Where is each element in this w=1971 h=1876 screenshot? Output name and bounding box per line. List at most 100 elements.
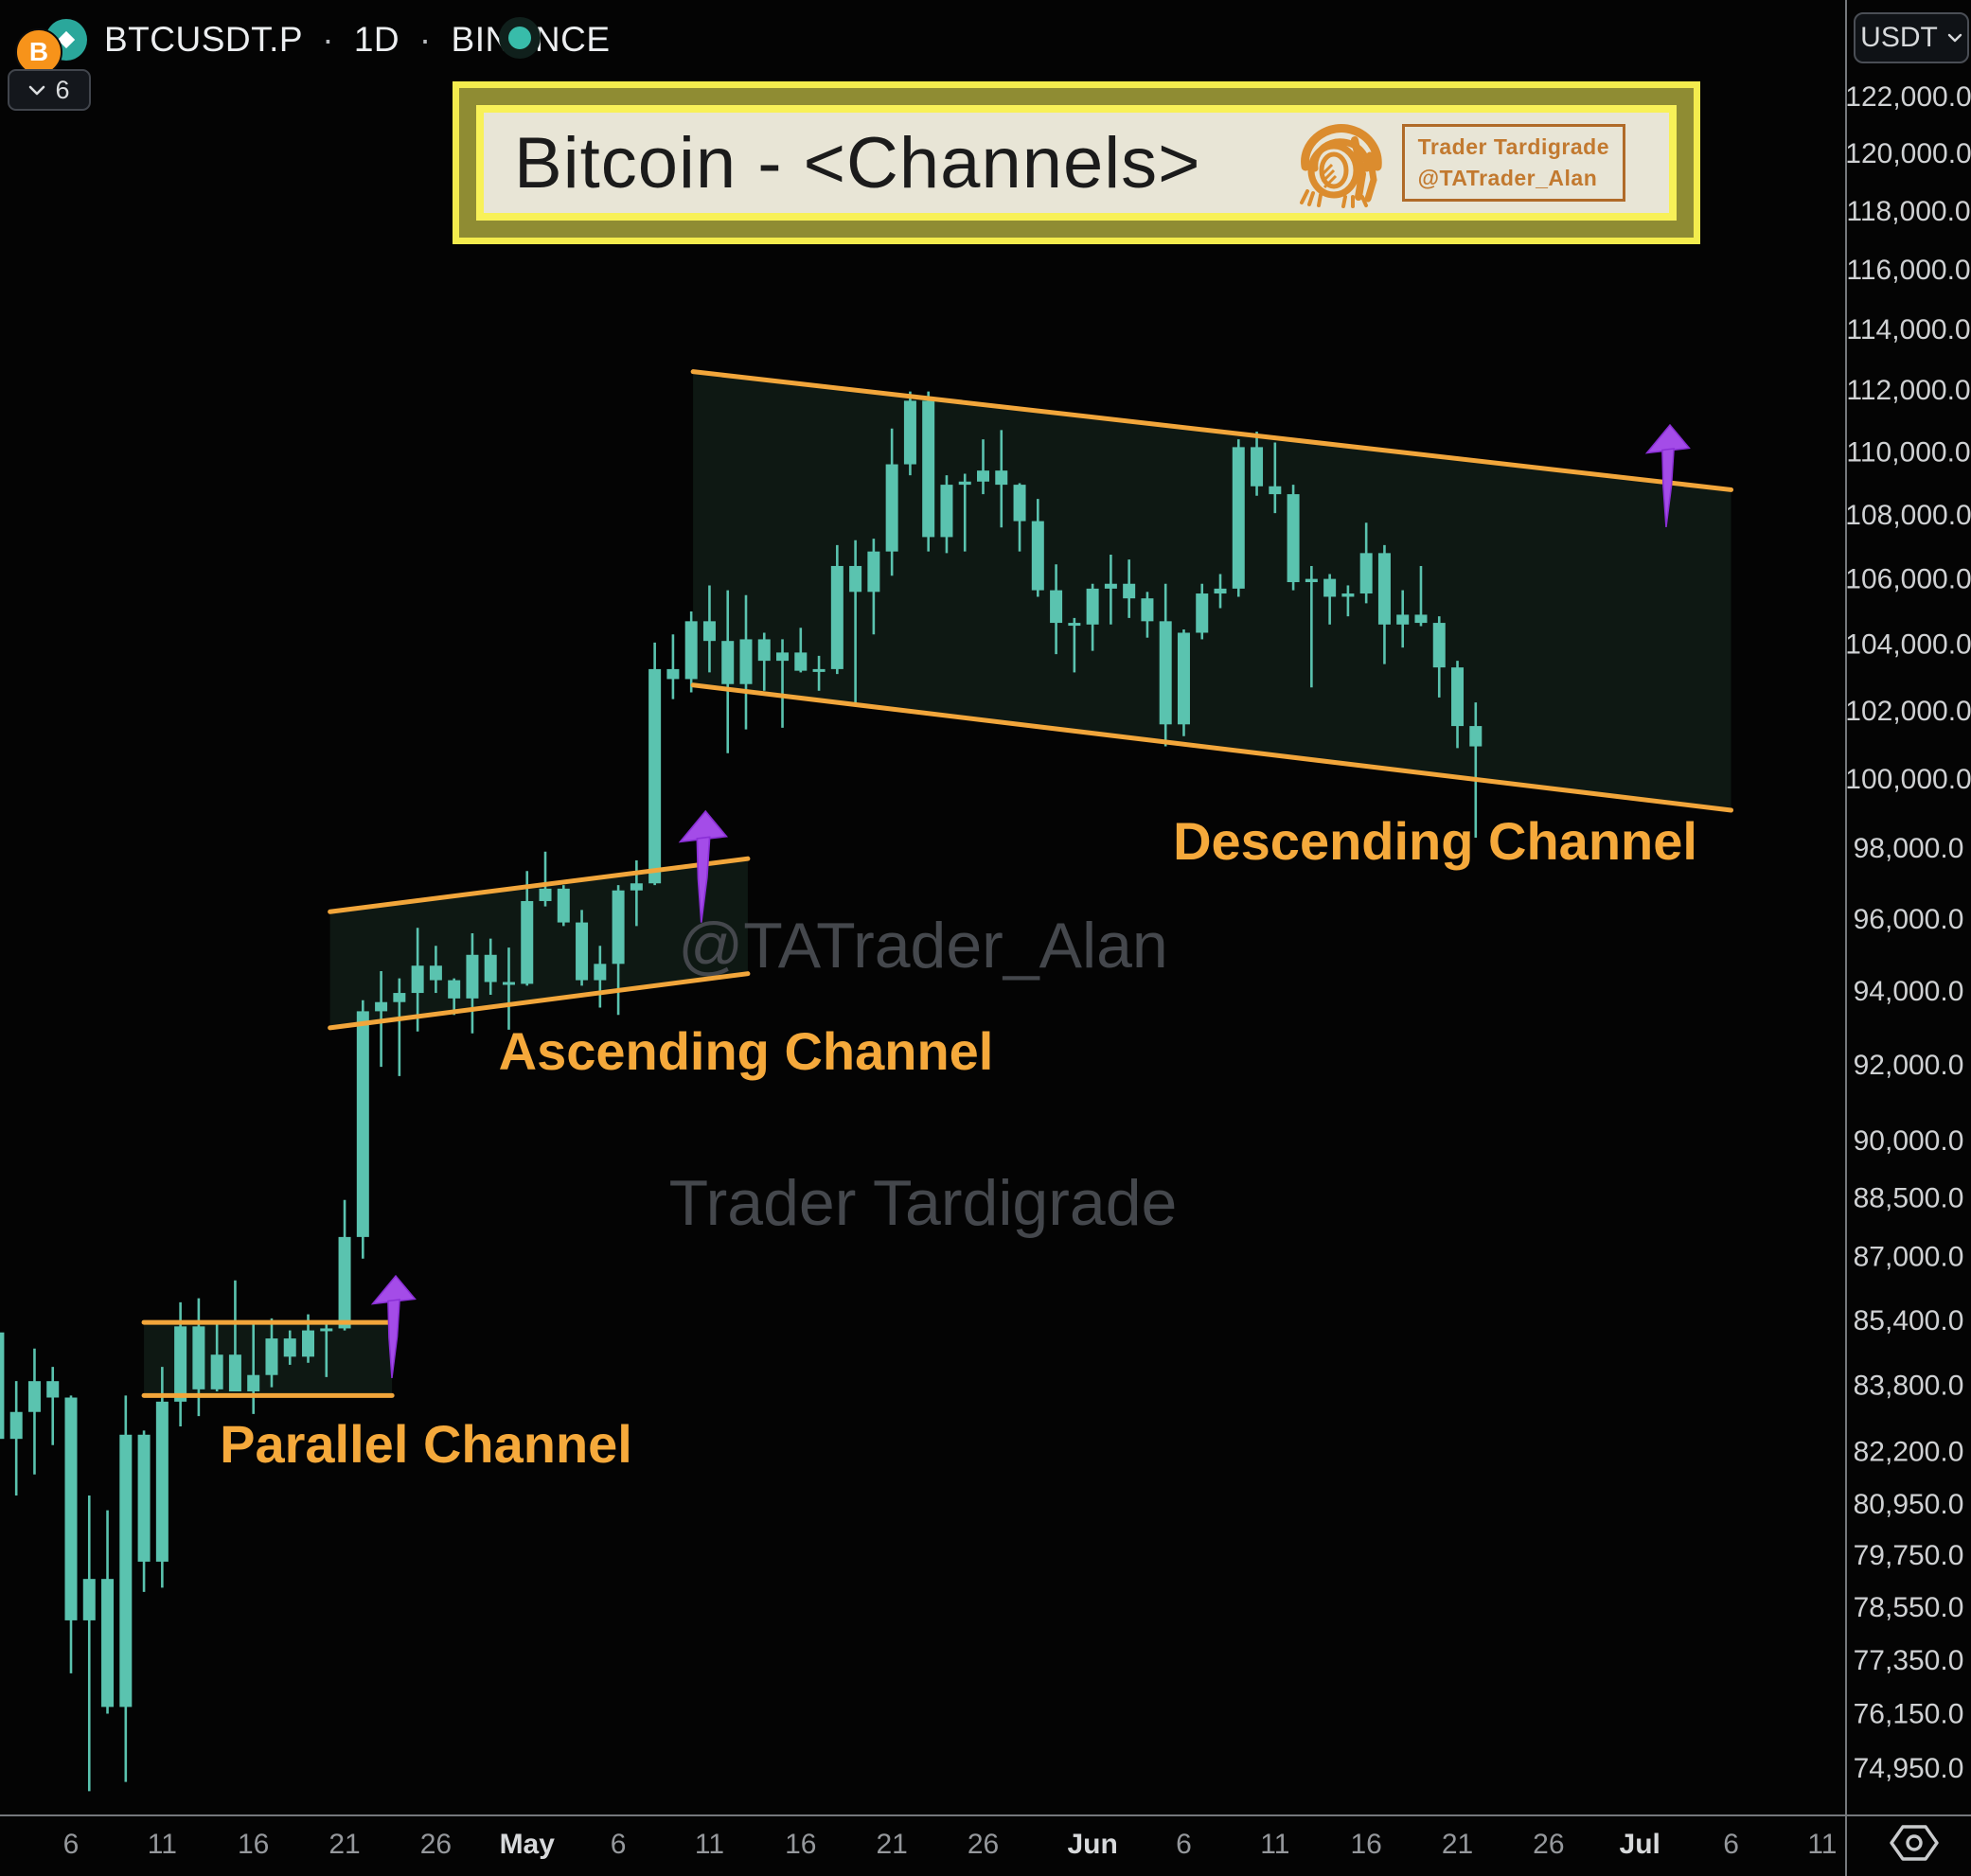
price-axis-label[interactable]: 80,950.0 — [1854, 1489, 1964, 1520]
candle-body — [82, 1579, 96, 1620]
candle-body — [1359, 553, 1373, 594]
candle-body — [830, 565, 843, 669]
candle-body — [1251, 447, 1264, 487]
candle-body — [9, 1411, 23, 1440]
time-axis-label[interactable]: Jun — [1067, 1829, 1117, 1860]
time-axis-label[interactable]: 11 — [1260, 1829, 1289, 1860]
price-axis-label[interactable]: 76,150.0 — [1854, 1699, 1964, 1730]
candle-body — [1123, 583, 1136, 599]
price-axis-label[interactable]: 88,500.0 — [1854, 1183, 1964, 1214]
candle-body — [739, 639, 753, 684]
time-axis-label[interactable]: 6 — [611, 1829, 627, 1860]
channel-top-line[interactable] — [328, 856, 751, 914]
candle-body — [1396, 614, 1410, 625]
candle-body — [27, 1381, 41, 1412]
candle-body — [393, 993, 406, 1002]
price-axis-label[interactable]: 116,000.0 — [1846, 255, 1970, 286]
price-axis-label[interactable]: 87,000.0 — [1854, 1242, 1964, 1273]
price-axis-label[interactable]: 108,000.0 — [1845, 500, 1971, 531]
channel-top-line[interactable] — [690, 369, 1734, 492]
candle-body — [411, 965, 424, 994]
time-axis-label[interactable]: 6 — [1723, 1829, 1739, 1860]
price-axis-label[interactable]: 94,000.0 — [1854, 976, 1964, 1007]
time-axis-label[interactable]: 11 — [695, 1829, 724, 1860]
market-status-indicator[interactable] — [499, 17, 541, 59]
time-axis-label[interactable]: 21 — [328, 1829, 360, 1860]
price-axis-label[interactable]: 90,000.0 — [1854, 1125, 1964, 1157]
time-axis-label[interactable]: 16 — [1350, 1829, 1381, 1860]
price-axis-label[interactable]: 83,800.0 — [1854, 1371, 1964, 1402]
chevron-down-icon — [29, 85, 45, 95]
price-axis-label[interactable]: 74,950.0 — [1854, 1753, 1964, 1784]
price-axis-label[interactable]: 78,550.0 — [1854, 1592, 1964, 1623]
price-axis-label[interactable]: 98,000.0 — [1854, 833, 1964, 864]
price-axis-label[interactable]: 92,000.0 — [1854, 1050, 1964, 1081]
candle-body — [1432, 623, 1446, 668]
candle-body — [557, 888, 570, 923]
price-axis-label[interactable]: 112,000.0 — [1846, 375, 1970, 406]
separator-dot: · — [322, 20, 335, 59]
price-axis-label[interactable]: 114,000.0 — [1846, 314, 1970, 345]
candle-body — [594, 964, 607, 981]
price-axis-label[interactable]: 104,000.0 — [1845, 629, 1971, 661]
price-axis-label[interactable]: 85,400.0 — [1854, 1305, 1964, 1336]
price-axis-label[interactable]: 77,350.0 — [1854, 1645, 1964, 1676]
time-axis-label[interactable]: 6 — [63, 1829, 80, 1860]
object-tree-chip[interactable]: 6 — [8, 69, 91, 111]
channel-bottom-line[interactable] — [328, 971, 751, 1031]
price-axis-label[interactable]: 100,000.0 — [1845, 764, 1971, 795]
price-axis-label[interactable]: 96,000.0 — [1854, 904, 1964, 935]
candle-body — [484, 954, 497, 982]
time-axis-label[interactable]: 16 — [785, 1829, 816, 1860]
brand-box: Trader Tardigrade @TATrader_Alan — [1401, 124, 1625, 202]
price-axis-label[interactable]: 118,000.0 — [1846, 196, 1970, 227]
price-axis-currency-button[interactable]: USDT — [1854, 12, 1969, 63]
candle-body — [1341, 593, 1355, 597]
candle-body — [757, 639, 771, 662]
interval-label[interactable]: 1D — [353, 20, 400, 59]
time-axis-label[interactable]: 26 — [1533, 1829, 1564, 1860]
time-axis-label[interactable]: 11 — [1807, 1829, 1837, 1860]
candle-body — [1086, 588, 1099, 625]
candle-body — [1068, 623, 1081, 627]
time-axis-label[interactable]: 6 — [1176, 1829, 1192, 1860]
time-axis-label[interactable]: 26 — [420, 1829, 452, 1860]
price-axis-label[interactable]: 79,750.0 — [1854, 1540, 1964, 1571]
candle-body — [940, 485, 953, 538]
title-banner: Bitcoin - <Channels> — [453, 81, 1700, 244]
banner-title: Bitcoin - <Channels> — [514, 122, 1201, 204]
candle-body — [521, 900, 534, 984]
price-axis-label[interactable]: 110,000.0 — [1846, 436, 1970, 468]
candle-body — [1232, 447, 1245, 589]
breakout-arrow-icon[interactable] — [370, 1274, 417, 1379]
time-axis-label[interactable]: 21 — [1442, 1829, 1473, 1860]
bitcoin-icon: B — [15, 28, 62, 76]
candle-body — [995, 470, 1008, 486]
candle-body — [903, 400, 916, 465]
candle-body — [1451, 667, 1465, 727]
price-axis-label[interactable]: 102,000.0 — [1845, 696, 1971, 727]
breakout-arrow-icon[interactable] — [1644, 423, 1691, 528]
price-axis-label[interactable]: 120,000.0 — [1845, 138, 1971, 169]
time-axis-label[interactable]: 11 — [148, 1829, 177, 1860]
candle-body — [1377, 553, 1391, 625]
axis-settings-button[interactable] — [1890, 1821, 1939, 1865]
channel-fill — [693, 371, 1731, 810]
price-axis-label[interactable]: 122,000.0 — [1845, 81, 1971, 113]
time-axis-label[interactable]: 26 — [968, 1829, 999, 1860]
time-axis-label[interactable]: 16 — [238, 1829, 269, 1860]
symbol-name[interactable]: BTCUSDT.P — [104, 20, 303, 59]
candle-body — [265, 1338, 278, 1375]
time-axis-label[interactable]: Jul — [1620, 1829, 1660, 1860]
price-axis-label[interactable]: 106,000.0 — [1845, 564, 1971, 595]
time-axis-label[interactable]: May — [500, 1829, 556, 1860]
breakout-arrow-icon[interactable] — [678, 809, 729, 923]
price-axis-label[interactable]: 82,200.0 — [1854, 1436, 1964, 1467]
brand-name: Trader Tardigrade — [1417, 134, 1609, 159]
time-axis-label[interactable]: 21 — [876, 1829, 907, 1860]
candle-body — [174, 1326, 187, 1402]
candle-body — [1177, 632, 1190, 725]
channel-bottom-line[interactable] — [690, 682, 1734, 813]
